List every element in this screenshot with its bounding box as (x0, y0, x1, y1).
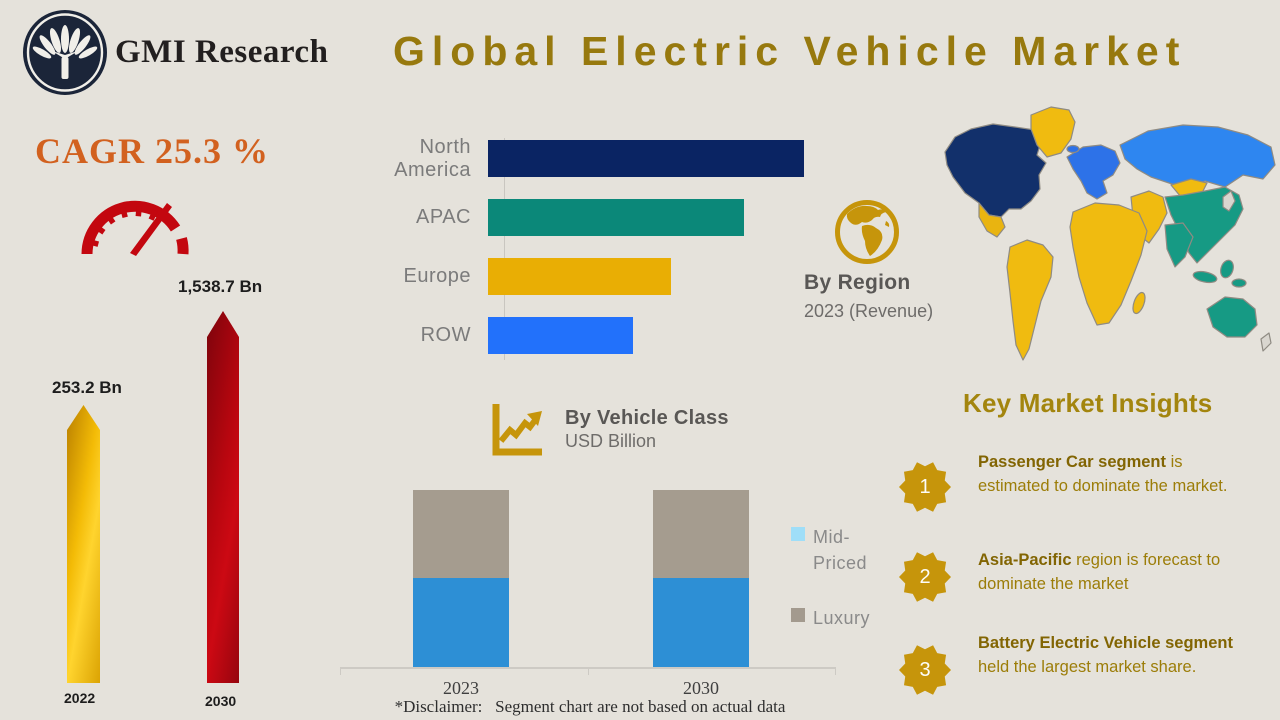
region-bar-europe (488, 258, 671, 295)
legend-item-luxury: Luxury (791, 605, 885, 631)
region-bar-north-america (488, 140, 804, 177)
x-tick-label-2030: 2030 (683, 678, 719, 698)
legend-item-mid-priced: Mid-Priced (791, 524, 885, 576)
map-new-zealand (1260, 332, 1272, 352)
legend-swatch-mid-priced (791, 527, 805, 541)
stacked-bar-2030 (653, 490, 749, 668)
region-label: Europe (403, 265, 471, 287)
insight-text-1: Passenger Car segment is estimated to do… (978, 451, 1240, 499)
map-europe (1066, 144, 1121, 200)
legend-swatch-luxury (791, 608, 805, 622)
page-title: Global Electric Vehicle Market (393, 28, 1187, 74)
insight-badge-1: 1 (899, 462, 951, 512)
insight-badge-2: 2 (899, 552, 951, 602)
segment-mid-priced (413, 578, 509, 668)
legend-label: Mid-Priced (813, 527, 868, 574)
map-india (1164, 222, 1194, 268)
map-madagascar (1132, 291, 1146, 315)
axis-tick (588, 667, 589, 675)
disclaimer-text: *Disclaimer: Segment chart are not based… (394, 697, 786, 716)
x-tick-label-2023: 2023 (443, 678, 479, 698)
axis-tick (835, 667, 836, 675)
map-africa (1069, 202, 1148, 326)
map-south-america (1006, 239, 1054, 361)
insight-rest: is estimated to dominate the market. (978, 453, 1228, 495)
map-australia (1206, 296, 1258, 338)
year-label-2022: 2022 (64, 690, 96, 706)
by-vehicle-class-heading: By Vehicle Class (565, 407, 729, 429)
trend-chart-icon (489, 401, 545, 464)
region-chart-axis (504, 138, 505, 360)
by-region-subheading: 2023 (Revenue) (804, 301, 934, 321)
gmi-logo-icon (22, 9, 108, 96)
region-row: North America (340, 136, 840, 181)
map-north-america (944, 123, 1047, 218)
globe-americas-icon (834, 199, 900, 270)
value-label-2030: 1,538.7 Bn (178, 277, 263, 296)
insight-text-2: Asia-Pacific region is forecast to domin… (978, 549, 1240, 597)
speedometer-icon (66, 192, 204, 263)
region-row: Europe (340, 258, 840, 295)
world-map (943, 97, 1280, 380)
by-region-heading: By Region (804, 271, 911, 294)
map-indonesia (1192, 270, 1218, 284)
map-mexico (978, 202, 1006, 238)
axis-tick (340, 667, 341, 675)
insight-rest: region is forecast to dominate the marke… (978, 551, 1221, 593)
region-label: APAC (416, 206, 471, 228)
region-row: ROW (340, 317, 840, 354)
cagr-value: CAGR 25.3 % (35, 131, 269, 171)
segment-mid-priced (653, 578, 749, 668)
map-greenland (1030, 106, 1076, 158)
insight-bold: Battery Electric Vehicle segment (978, 634, 1233, 652)
arrow-bar-2022 (67, 405, 100, 683)
segment-luxury (653, 490, 749, 578)
arrow-bar-2030 (207, 311, 239, 683)
stacked-bar-2023 (413, 490, 509, 668)
region-bar-apac (488, 199, 744, 236)
region-label: ROW (420, 324, 471, 346)
map-japan (1222, 190, 1236, 212)
region-label: North America (394, 135, 471, 181)
segment-luxury (413, 490, 509, 578)
map-russia (1119, 124, 1276, 190)
insight-badge-3: 3 (899, 645, 951, 695)
insight-rest: held the largest market share. (978, 657, 1197, 676)
insight-text-3: Battery Electric Vehicle segment held th… (978, 632, 1240, 680)
key-insights-heading: Key Market Insights (963, 388, 1213, 418)
insight-bold: Asia-Pacific (978, 551, 1072, 569)
value-label-2022: 253.2 Bn (52, 378, 122, 397)
region-bar-chart: North America APAC Europe ROW (340, 136, 840, 376)
region-row: APAC (340, 199, 840, 236)
legend-label: Luxury (813, 608, 871, 628)
region-bar-row (488, 317, 633, 354)
by-vehicle-class-subheading: USD Billion (565, 431, 657, 451)
year-label-2030: 2030 (205, 693, 237, 709)
brand-name: GMI Research (115, 34, 329, 70)
insight-bold: Passenger Car segment (978, 453, 1167, 471)
